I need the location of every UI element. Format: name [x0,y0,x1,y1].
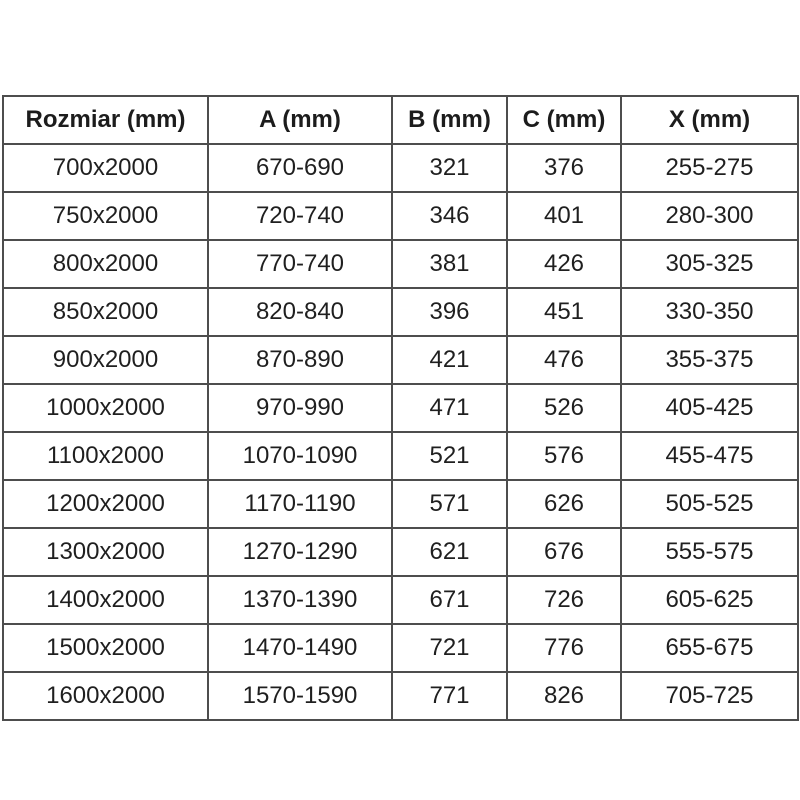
table-header: Rozmiar (mm) A (mm) B (mm) C (mm) X (mm) [2,95,799,145]
table-cell: 721 [391,623,508,673]
table-cell: 700x2000 [2,143,209,193]
table-cell: 1470-1490 [207,623,393,673]
table-cell: 421 [391,335,508,385]
table-cell: 676 [506,527,622,577]
table-row: 1500x2000 1470-1490 721 776 655-675 [2,623,799,673]
table-cell: 305-325 [620,239,799,289]
table-cell: 671 [391,575,508,625]
table-row: 1300x2000 1270-1290 621 676 555-575 [2,527,799,577]
table-cell: 255-275 [620,143,799,193]
table-cell: 396 [391,287,508,337]
size-table: Rozmiar (mm) A (mm) B (mm) C (mm) X (mm) 700… [2,95,799,721]
table-cell: 1300x2000 [2,527,209,577]
table-cell: 1070-1090 [207,431,393,481]
table-cell: 850x2000 [2,287,209,337]
table-row: 900x2000 870-890 421 476 355-375 [2,335,799,385]
column-header: C (mm) [506,95,622,145]
table-cell: 626 [506,479,622,529]
column-header: Rozmiar (mm) [2,95,209,145]
column-header: X (mm) [620,95,799,145]
table-cell: 1270-1290 [207,527,393,577]
table-cell: 1500x2000 [2,623,209,673]
table-cell: 720-740 [207,191,393,241]
table-cell: 381 [391,239,508,289]
table-cell: 426 [506,239,622,289]
table-row: 1200x2000 1170-1190 571 626 505-525 [2,479,799,529]
table-cell: 820-840 [207,287,393,337]
table-cell: 621 [391,527,508,577]
table-cell: 655-675 [620,623,799,673]
table-cell: 451 [506,287,622,337]
table-cell: 771 [391,671,508,721]
table-row: 1600x2000 1570-1590 771 826 705-725 [2,671,799,721]
table-cell: 521 [391,431,508,481]
table-cell: 1600x2000 [2,671,209,721]
table-cell: 970-990 [207,383,393,433]
table-cell: 346 [391,191,508,241]
table-row: 750x2000 720-740 346 401 280-300 [2,191,799,241]
table-cell: 726 [506,575,622,625]
table-cell: 870-890 [207,335,393,385]
table-cell: 571 [391,479,508,529]
table-cell: 826 [506,671,622,721]
table-cell: 555-575 [620,527,799,577]
table-cell: 355-375 [620,335,799,385]
table-cell: 1100x2000 [2,431,209,481]
table-cell: 476 [506,335,622,385]
table-cell: 376 [506,143,622,193]
table-cell: 280-300 [620,191,799,241]
table-row: 800x2000 770-740 381 426 305-325 [2,239,799,289]
table-cell: 670-690 [207,143,393,193]
table-body: 700x2000 670-690 321 376 255-275 750x2000 720-… [2,143,799,721]
table-cell: 505-525 [620,479,799,529]
table-cell: 750x2000 [2,191,209,241]
table-cell: 776 [506,623,622,673]
table-cell: 1570-1590 [207,671,393,721]
table-cell: 770-740 [207,239,393,289]
table-cell: 1200x2000 [2,479,209,529]
table-cell: 1370-1390 [207,575,393,625]
table-cell: 705-725 [620,671,799,721]
table-row: 700x2000 670-690 321 376 255-275 [2,143,799,193]
table-cell: 526 [506,383,622,433]
table-cell: 405-425 [620,383,799,433]
table-cell: 401 [506,191,622,241]
table-row: 850x2000 820-840 396 451 330-350 [2,287,799,337]
table-cell: 471 [391,383,508,433]
table-cell: 605-625 [620,575,799,625]
column-header: A (mm) [207,95,393,145]
column-header: B (mm) [391,95,508,145]
table-row: 1400x2000 1370-1390 671 726 605-625 [2,575,799,625]
size-table-container: Rozmiar (mm) A (mm) B (mm) C (mm) X (mm) 700… [2,95,799,721]
table-cell: 900x2000 [2,335,209,385]
table-cell: 321 [391,143,508,193]
table-cell: 330-350 [620,287,799,337]
table-cell: 455-475 [620,431,799,481]
table-cell: 576 [506,431,622,481]
table-cell: 800x2000 [2,239,209,289]
table-cell: 1400x2000 [2,575,209,625]
header-row: Rozmiar (mm) A (mm) B (mm) C (mm) X (mm) [2,95,799,145]
table-row: 1000x2000 970-990 471 526 405-425 [2,383,799,433]
table-cell: 1000x2000 [2,383,209,433]
table-cell: 1170-1190 [207,479,393,529]
table-row: 1100x2000 1070-1090 521 576 455-475 [2,431,799,481]
